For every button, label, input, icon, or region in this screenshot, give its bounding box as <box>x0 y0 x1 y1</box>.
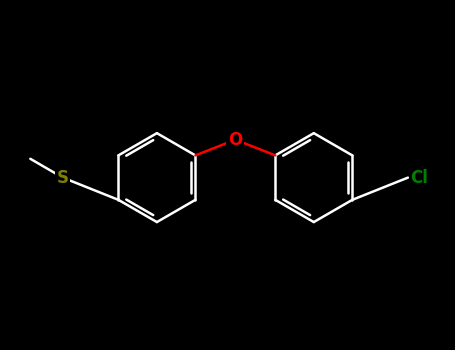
Text: O: O <box>228 131 243 149</box>
Text: Cl: Cl <box>410 169 429 187</box>
Text: S: S <box>57 169 69 187</box>
